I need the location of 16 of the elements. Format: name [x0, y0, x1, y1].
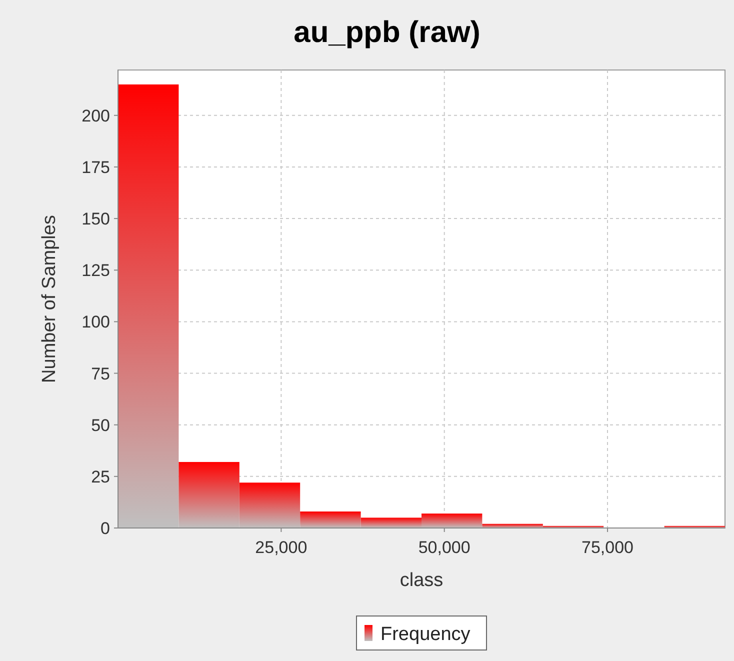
y-tick-label: 75 [91, 364, 110, 384]
y-tick-label: 150 [82, 210, 110, 229]
chart-title: au_ppb (raw) [294, 16, 480, 49]
x-axis-title: class [400, 570, 444, 591]
y-tick-label: 100 [82, 312, 110, 332]
y-tick-label: 125 [82, 261, 110, 280]
y-axis-title: Number of Samples [39, 215, 60, 383]
legend-label: Frequency [380, 624, 471, 645]
x-tick-label: 75,000 [582, 538, 634, 557]
y-tick-label: 25 [91, 467, 110, 486]
y-tick-label: 175 [82, 158, 110, 177]
x-tick-label: 25,000 [255, 538, 308, 557]
y-tick-label: 0 [100, 519, 110, 538]
y-tick-label: 200 [82, 106, 110, 126]
x-tick-label: 50,000 [418, 538, 470, 557]
y-tick-label: 50 [91, 416, 110, 435]
